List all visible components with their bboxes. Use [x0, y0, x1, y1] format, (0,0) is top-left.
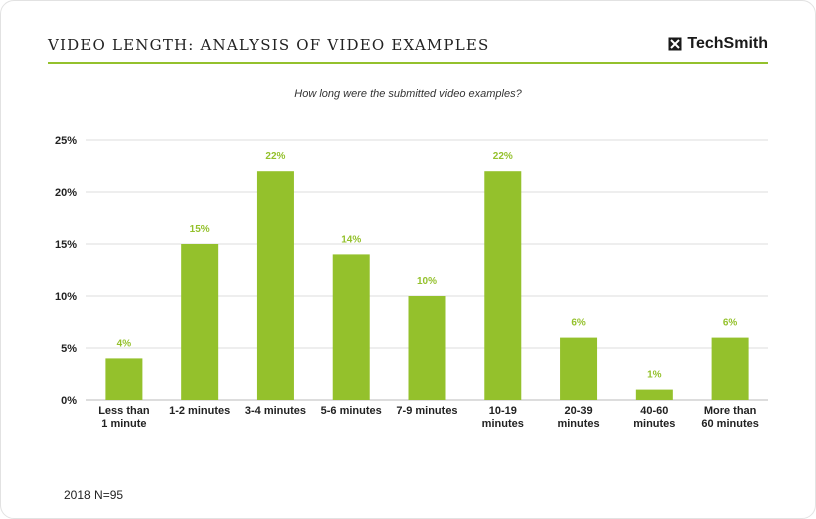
bar [408, 296, 446, 400]
y-tick-label: 15% [55, 239, 77, 251]
data-label: 22% [493, 151, 513, 162]
x-tick-label: 20-39 [564, 405, 592, 417]
x-tick-label: 3-4 minutes [245, 405, 306, 417]
data-label: 14% [341, 234, 361, 245]
page-title: VIDEO LENGTH: ANALYSIS OF VIDEO EXAMPLES [48, 36, 490, 54]
x-tick-label: 40-60 [640, 405, 668, 417]
x-tick-label: minutes [557, 418, 599, 430]
x-tick-label: minutes [482, 418, 524, 430]
data-label: 22% [265, 151, 285, 162]
x-tick-label: 1-2 minutes [169, 405, 230, 417]
x-tick-label: 1 minute [101, 418, 146, 430]
title-divider [48, 62, 768, 64]
brand-logo: TechSmith [668, 35, 768, 53]
bar [105, 358, 143, 400]
data-label: 6% [723, 318, 738, 329]
data-label: 4% [117, 338, 132, 349]
data-label: 6% [571, 318, 586, 329]
y-tick-label: 25% [55, 135, 77, 147]
bar [484, 171, 522, 400]
techsmith-logo-icon [668, 37, 682, 51]
brand-name: TechSmith [687, 35, 768, 52]
y-tick-label: 5% [61, 343, 77, 355]
y-tick-label: 20% [55, 187, 77, 199]
footnote: 2018 N=95 [64, 488, 124, 502]
chart-subtitle: How long were the submitted video exampl… [294, 88, 522, 100]
x-tick-label: 7-9 minutes [396, 405, 457, 417]
data-label: 15% [190, 224, 210, 235]
x-tick-label: Less than [98, 405, 150, 417]
bar [711, 337, 749, 400]
data-label: 10% [417, 276, 437, 287]
x-tick-label: 5-6 minutes [321, 405, 382, 417]
data-label: 1% [647, 370, 662, 381]
x-tick-label: minutes [633, 418, 675, 430]
x-tick-label: More than [704, 405, 757, 417]
y-tick-label: 10% [55, 291, 77, 303]
x-tick-label: 60 minutes [701, 418, 758, 430]
bar [635, 389, 673, 400]
bar [181, 244, 219, 400]
bar [332, 254, 370, 400]
bar [256, 171, 294, 400]
x-tick-label: 10-19 [489, 405, 517, 417]
y-tick-label: 0% [61, 395, 77, 407]
bar [560, 337, 598, 400]
